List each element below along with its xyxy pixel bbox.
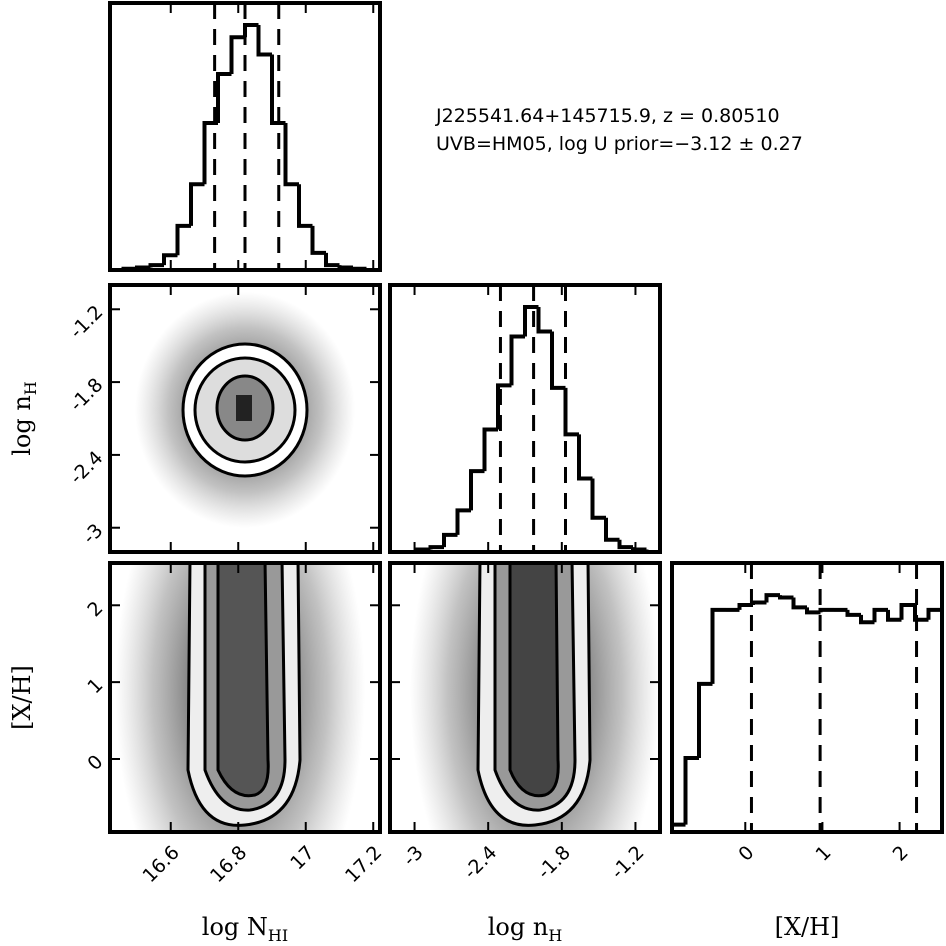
- hist-step: [604, 517, 620, 542]
- hist-step: [631, 547, 647, 552]
- hist-step: [189, 182, 205, 226]
- hist-step: [256, 25, 272, 57]
- hist-step: [428, 545, 444, 550]
- hist-step: [455, 508, 471, 535]
- panel-frame: [670, 561, 944, 834]
- hist-step: [550, 331, 566, 390]
- hist-step: [617, 539, 633, 550]
- hist-step: [270, 54, 286, 126]
- x-tick-label: 0: [734, 842, 758, 866]
- y-tick-label: -1.2: [66, 301, 108, 343]
- density-nh-nhi: [135, 292, 355, 528]
- density-xh-nhi: [115, 563, 365, 832]
- hist-step: [229, 35, 245, 75]
- hist-step: [778, 595, 794, 600]
- axis-label: log NHI: [202, 913, 288, 945]
- hist-step: [590, 478, 606, 520]
- hist-step: [926, 607, 942, 620]
- hist-step: [324, 252, 340, 268]
- hist-step: [496, 383, 512, 430]
- hist-step: [175, 223, 191, 256]
- axis-label-sub: HI: [268, 926, 288, 945]
- hist-step: [764, 593, 780, 603]
- hist-step: [337, 265, 353, 270]
- hist-step: [482, 427, 498, 472]
- hist-step: [148, 263, 164, 268]
- hist-step: [818, 607, 834, 613]
- hist-step: [243, 23, 259, 38]
- y-tick-label: -1.8: [66, 374, 108, 416]
- x-tick-label: 16.6: [138, 842, 183, 887]
- x-tick-label: 1: [811, 842, 835, 866]
- y-tick-label: 1: [83, 674, 107, 698]
- axis-label: [X/H]: [775, 913, 840, 941]
- hist-step: [162, 253, 178, 266]
- hist-step: [913, 604, 929, 622]
- hist-step: [886, 609, 902, 622]
- panel-frame: [108, 283, 382, 554]
- x-tick-label: -3: [399, 842, 428, 871]
- y-tick-label: -2.4: [66, 447, 108, 489]
- panel-frame: [108, 1, 382, 272]
- hist-step: [283, 123, 299, 187]
- hist-step: [563, 387, 579, 437]
- x-tick-label: -1.8: [533, 842, 575, 884]
- panel-frame: [108, 561, 382, 834]
- hist-step: [751, 600, 767, 605]
- axis-label-text: log n: [8, 395, 36, 456]
- axis-label-text: [X/H]: [775, 913, 840, 941]
- hist-step: [577, 434, 593, 481]
- hist-step: [523, 305, 539, 337]
- hist-step: [697, 681, 713, 758]
- axis-label: log nH: [488, 913, 563, 945]
- annotation: J225541.64+145715.9, z = 0.80510: [435, 105, 780, 127]
- hist-step: [805, 607, 821, 615]
- x-tick-label: -2.4: [460, 842, 502, 884]
- x-tick-label: 2: [889, 842, 913, 866]
- axis-label: log nH: [8, 381, 40, 456]
- hist-step: [872, 607, 888, 623]
- hist-step: [536, 307, 552, 334]
- axis-label-sub: H: [21, 381, 40, 395]
- hist-step: [509, 334, 525, 386]
- density-xh-nh: [410, 563, 660, 832]
- y-tick-label: 0: [83, 751, 107, 775]
- x-tick-label: 17.2: [341, 842, 386, 887]
- x-tick-label: 16.8: [206, 842, 251, 887]
- hist-step: [845, 609, 861, 617]
- hist-step: [216, 72, 232, 124]
- hist-step: [442, 532, 458, 548]
- hist-step: [710, 607, 726, 684]
- hist-step: [899, 602, 915, 620]
- hist-step: [683, 755, 699, 825]
- x-tick-label: -1.2: [607, 842, 649, 884]
- hist-step: [791, 597, 807, 610]
- hist-step: [202, 121, 218, 185]
- hist-step: [469, 469, 485, 511]
- hist-step: [859, 614, 875, 625]
- hist-step: [297, 184, 313, 228]
- annotation: UVB=HM05, log U prior=−3.12 ± 0.27: [436, 133, 803, 155]
- axis-label-text: log N: [202, 913, 268, 941]
- hist-step: [310, 225, 326, 255]
- axis-label-sub: H: [548, 926, 562, 945]
- y-tick-label: 2: [83, 597, 107, 621]
- axis-label: [X/H]: [8, 665, 36, 730]
- panel-frame: [388, 561, 662, 834]
- x-tick-label: 17: [286, 842, 319, 875]
- axis-label-text: log n: [488, 913, 549, 941]
- hist-step: [737, 602, 753, 610]
- axis-label-text: [X/H]: [8, 665, 36, 730]
- y-tick-label: -3: [78, 520, 107, 549]
- panel-frame: [388, 283, 662, 554]
